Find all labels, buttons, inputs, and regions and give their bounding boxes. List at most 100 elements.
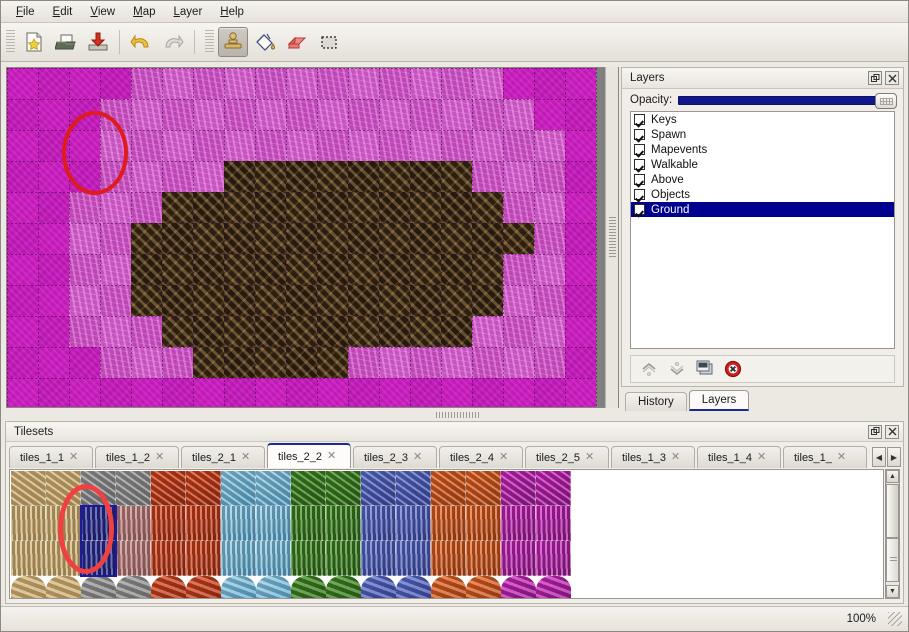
map-tile[interactable] (193, 254, 224, 285)
map-tile[interactable] (255, 161, 286, 192)
raise-layer-button[interactable] (638, 358, 660, 380)
map-tile[interactable] (69, 316, 100, 347)
tileset-scroll-thumb[interactable] (886, 538, 899, 582)
map-tile[interactable] (162, 378, 193, 407)
tileset-tab-tiles_2_3[interactable]: tiles_2_3 ✕ (353, 446, 437, 468)
map-tile[interactable] (69, 285, 100, 316)
tileset-tile[interactable] (501, 506, 536, 541)
layer-visibility-checkbox[interactable] (634, 159, 645, 170)
tileset-tile[interactable] (116, 506, 151, 541)
map-tile[interactable] (7, 161, 38, 192)
map-tile[interactable] (193, 378, 224, 407)
map-tile[interactable] (534, 378, 565, 407)
map-tile[interactable] (565, 68, 596, 99)
map-tile[interactable] (503, 161, 534, 192)
map-tile[interactable] (255, 316, 286, 347)
tileset-tile[interactable] (466, 541, 501, 576)
tileset-tile[interactable] (361, 471, 396, 506)
map-tile[interactable] (472, 316, 503, 347)
tileset-tile[interactable] (256, 506, 291, 541)
tileset-tile[interactable] (396, 541, 431, 576)
tileset-tile[interactable] (116, 471, 151, 506)
map-tile[interactable] (131, 347, 162, 378)
map-tile[interactable] (503, 316, 534, 347)
map-tile[interactable] (410, 254, 441, 285)
tileset-tile[interactable] (186, 541, 221, 576)
map-tile[interactable] (286, 99, 317, 130)
map-tile[interactable] (162, 68, 193, 99)
tileset-tile[interactable] (361, 506, 396, 541)
map-tile[interactable] (317, 161, 348, 192)
layer-visibility-checkbox[interactable] (634, 174, 645, 185)
menu-help[interactable]: Help (211, 3, 253, 21)
tileset-tab-tiles_1_1[interactable]: tiles_1_1 ✕ (9, 446, 93, 468)
tileset-tile[interactable] (151, 471, 186, 506)
map-tile[interactable] (472, 347, 503, 378)
map-tile[interactable] (565, 99, 596, 130)
tileset-tab-close-icon[interactable]: ✕ (585, 451, 595, 463)
float-icon[interactable] (868, 71, 882, 85)
tileset-tile[interactable] (326, 541, 361, 576)
tileset-tile[interactable] (256, 576, 291, 598)
close-icon[interactable] (885, 71, 899, 85)
tileset-tile[interactable] (501, 541, 536, 576)
map-tile[interactable] (565, 285, 596, 316)
layer-row[interactable]: Mapevents (631, 142, 894, 157)
map-tile[interactable] (224, 285, 255, 316)
map-tile[interactable] (286, 161, 317, 192)
tileset-tile[interactable] (466, 506, 501, 541)
map-tile[interactable] (441, 254, 472, 285)
map-tile[interactable] (503, 99, 534, 130)
map-tile[interactable] (503, 285, 534, 316)
map-tile[interactable] (193, 316, 224, 347)
map-tile[interactable] (410, 378, 441, 407)
map-tile[interactable] (503, 68, 534, 99)
tileset-tile[interactable] (221, 576, 256, 598)
map-tile[interactable] (286, 316, 317, 347)
map-tile[interactable] (255, 192, 286, 223)
tileset-tile[interactable] (291, 471, 326, 506)
map-tile[interactable] (100, 316, 131, 347)
tileset-tab-close-icon[interactable]: ✕ (757, 451, 767, 463)
map-tile[interactable] (7, 99, 38, 130)
map-tile[interactable] (348, 99, 379, 130)
map-tile[interactable] (348, 254, 379, 285)
save-map-button[interactable] (83, 27, 113, 57)
map-tile[interactable] (565, 223, 596, 254)
map-hscroll-grip[interactable] (436, 412, 481, 418)
map-tile[interactable] (38, 254, 69, 285)
map-tile[interactable] (7, 68, 38, 99)
map-tile[interactable] (534, 130, 565, 161)
map-tile[interactable] (286, 192, 317, 223)
map-tile[interactable] (472, 378, 503, 407)
map-tile[interactable] (69, 99, 100, 130)
map-canvas[interactable] (7, 68, 618, 407)
map-tile[interactable] (317, 347, 348, 378)
map-tile[interactable] (286, 254, 317, 285)
tileset-tile[interactable] (396, 471, 431, 506)
map-tile[interactable] (193, 192, 224, 223)
map-tile[interactable] (503, 347, 534, 378)
float-icon[interactable] (868, 424, 882, 439)
map-tile[interactable] (69, 192, 100, 223)
tileset-tile[interactable] (291, 506, 326, 541)
map-tile[interactable] (38, 130, 69, 161)
map-tile[interactable] (565, 254, 596, 285)
toolbar-drag-handle-2[interactable] (205, 30, 214, 54)
map-tile[interactable] (472, 285, 503, 316)
map-tile[interactable] (472, 99, 503, 130)
map-tile[interactable] (534, 316, 565, 347)
tileset-tile[interactable] (116, 576, 151, 598)
map-tile[interactable] (317, 254, 348, 285)
menu-file[interactable]: File (7, 3, 44, 21)
map-tile[interactable] (38, 161, 69, 192)
map-tile[interactable] (69, 223, 100, 254)
layer-visibility-checkbox[interactable] (634, 114, 645, 125)
map-tile[interactable] (348, 378, 379, 407)
menu-layer[interactable]: Layer (165, 3, 212, 21)
map-tile[interactable] (534, 347, 565, 378)
map-tile[interactable] (100, 378, 131, 407)
map-tile[interactable] (69, 130, 100, 161)
tileset-palette[interactable] (9, 469, 884, 599)
map-tile[interactable] (348, 161, 379, 192)
